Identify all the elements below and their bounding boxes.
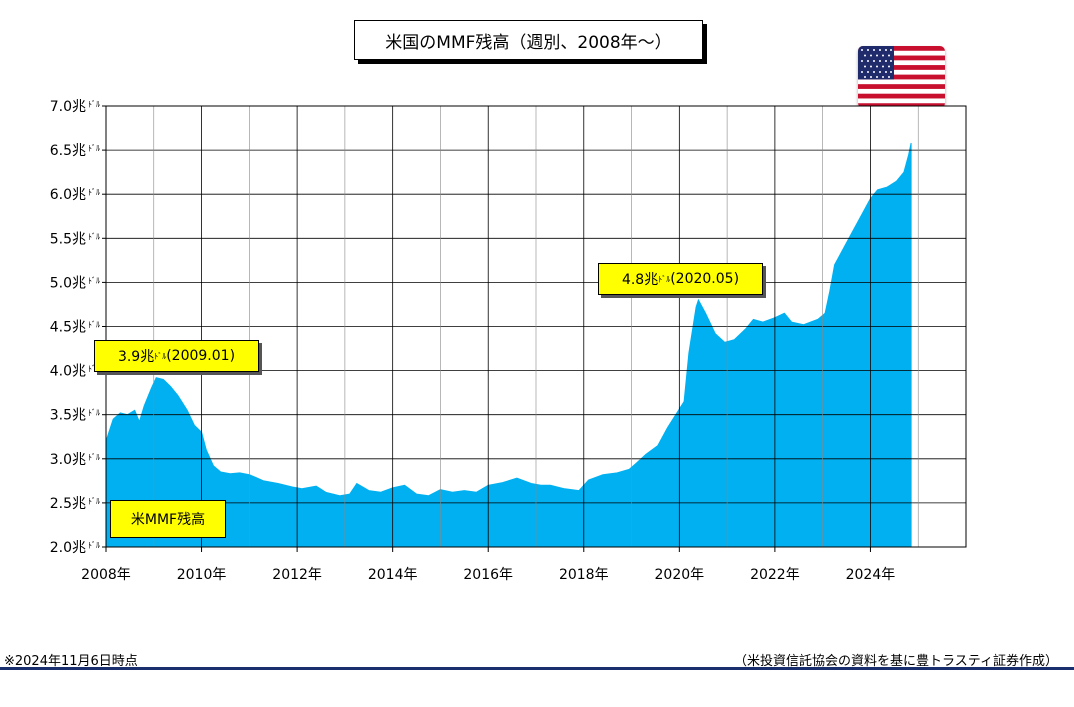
y-tick-label: 7.0兆	[50, 99, 86, 115]
x-tick-label: 2018年	[559, 567, 609, 583]
x-tick-label: 2010年	[177, 567, 227, 583]
callout-2020-value: 4.8兆	[621, 272, 659, 288]
y-tick-unit: ﾄﾞﾙ	[88, 409, 100, 418]
chart-title-text: 米国のMMF残高（週別、2008年～）	[385, 32, 672, 53]
x-tick-label: 2008年	[81, 567, 131, 583]
y-tick-unit: ﾄﾞﾙ	[88, 100, 100, 109]
x-tick-label: 2024年	[846, 567, 896, 583]
y-tick-label: 4.0兆	[50, 364, 86, 380]
x-tick-label: 2016年	[463, 567, 513, 583]
footnote-source: （米投資信託協会の資料を基に豊トラスティ証券作成）	[734, 654, 1058, 669]
y-tick-unit: ﾄﾞﾙ	[88, 144, 100, 153]
y-tick-label: 4.5兆	[50, 320, 86, 336]
x-tick-label: 2012年	[272, 567, 322, 583]
y-tick-unit: ﾄﾞﾙ	[88, 321, 100, 330]
legend-box: 米MMF残高	[110, 500, 226, 538]
y-tick-label: 2.0兆	[50, 540, 86, 556]
y-tick-unit: ﾄﾞﾙ	[88, 276, 100, 285]
y-tick-label: 2.5兆	[50, 496, 86, 512]
y-tick-label: 3.5兆	[50, 408, 86, 424]
plot-border	[105, 105, 967, 548]
y-tick-unit: ﾄﾞﾙ	[88, 541, 100, 550]
callout-2020-date: (2020.05)	[670, 271, 740, 287]
y-tick-label: 6.5兆	[50, 143, 86, 159]
callout-peak-2020: 4.8兆 ﾄﾞﾙ (2020.05)	[598, 263, 763, 295]
y-tick-unit: ﾄﾞﾙ	[88, 453, 100, 462]
y-tick-label: 3.0兆	[50, 452, 86, 468]
callout-2009-unit: ﾄﾞﾙ	[154, 351, 167, 361]
callout-peak-2009: 3.9兆 ﾄﾞﾙ (2009.01)	[94, 340, 259, 372]
bottom-rule	[0, 667, 1074, 670]
y-tick-label: 6.0兆	[50, 187, 86, 203]
callout-2009-date: (2009.01)	[166, 348, 236, 364]
chart-title: 米国のMMF残高（週別、2008年～）	[354, 20, 703, 60]
callout-2009-value: 3.9兆	[117, 349, 155, 365]
y-tick-label: 5.0兆	[50, 275, 86, 291]
y-tick-label: 5.5兆	[50, 231, 86, 247]
y-tick-unit: ﾄﾞﾙ	[88, 232, 100, 241]
callout-2020-unit: ﾄﾞﾙ	[658, 274, 671, 284]
x-tick-label: 2020年	[655, 567, 705, 583]
y-tick-unit: ﾄﾞﾙ	[88, 497, 100, 506]
mmf-area-chart: 2.0兆ﾄﾞﾙ2.5兆ﾄﾞﾙ3.0兆ﾄﾞﾙ3.5兆ﾄﾞﾙ4.0兆ﾄﾞﾙ4.5兆ﾄ…	[50, 99, 967, 583]
footnote-date: ※2024年11月6日時点	[4, 654, 138, 669]
y-tick-unit: ﾄﾞﾙ	[88, 188, 100, 197]
series-area-mmf	[105, 142, 912, 548]
legend-label: 米MMF残高	[130, 512, 206, 528]
x-tick-label: 2022年	[750, 567, 800, 583]
x-tick-label: 2014年	[368, 567, 418, 583]
